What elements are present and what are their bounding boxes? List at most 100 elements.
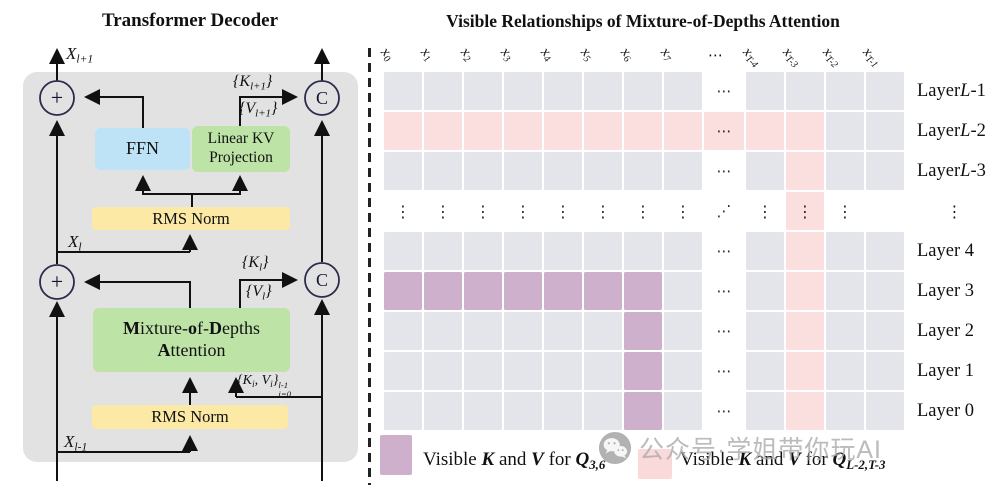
grid-cell: [584, 272, 622, 310]
grid-cell: [384, 112, 422, 150]
ffn-label: FFN: [125, 138, 160, 159]
grid-cell: [464, 272, 502, 310]
ffn-block: FFN: [95, 128, 190, 170]
grid-cell: ⋮: [837, 201, 853, 221]
grid-cell: [504, 112, 542, 150]
grid-cell: [464, 392, 502, 430]
column-header: xT-1: [859, 44, 880, 71]
grid-cell: [786, 392, 824, 430]
grid-cell: [424, 312, 462, 350]
grid-cell: [624, 312, 662, 350]
grid-cell: [866, 232, 904, 270]
residual-add-bottom: [39, 264, 75, 300]
grid-cell: [746, 352, 784, 390]
grid-cell: [424, 352, 462, 390]
grid-cell: [584, 312, 622, 350]
grid-cell: [424, 72, 462, 110]
plus-symbol: +: [51, 85, 63, 110]
grid-cell: [504, 152, 542, 190]
residual-add-top: [39, 80, 75, 116]
grid-cell: [464, 72, 502, 110]
visibility-grid: ⋯ Layer L -1 ⋯ Layer L -2 ⋯ Layer L -3 ⋮ ⋮ ⋮ ⋮ ⋮ ⋮ ⋮ ⋮ ⋰ ⋮…: [384, 72, 1003, 430]
grid-cell: ⋯: [716, 282, 732, 300]
column-header: xT-2: [819, 44, 840, 71]
grid-cell: [384, 392, 422, 430]
grid-cell: [504, 272, 542, 310]
grid-cell: [786, 112, 824, 150]
grid-cell: [664, 392, 702, 430]
grid-cell: [786, 312, 824, 350]
grid-cell: ⋯: [716, 82, 732, 100]
grid-cell: [544, 112, 582, 150]
grid-cell: [786, 72, 824, 110]
k-out-label: {Kl+1}: [233, 73, 273, 93]
layer-label: Layer 0: [917, 400, 975, 421]
column-header: xT-4: [739, 44, 760, 71]
layer-label: Layer L -2: [917, 120, 986, 141]
grid-cell: [544, 352, 582, 390]
grid-cell: [866, 192, 904, 230]
grid-cell: ⋯: [704, 112, 744, 150]
grid-cell: ⋰: [716, 202, 732, 220]
grid-cell: [544, 152, 582, 190]
grid-cell: [544, 232, 582, 270]
grid-cell: [664, 352, 702, 390]
layer-label: Layer 4: [917, 240, 975, 261]
grid-cell: [826, 152, 864, 190]
layer-label: Layer L -1: [917, 80, 986, 101]
grid-cell: [424, 112, 462, 150]
grid-cell: [584, 72, 622, 110]
grid-cell: ⋮: [595, 201, 611, 221]
grid-cell: ⋮: [435, 201, 451, 221]
grid-cell: [786, 152, 824, 190]
grid-cell: [826, 72, 864, 110]
grid-cell: [746, 112, 784, 150]
grid-cell: [746, 392, 784, 430]
grid-cell: [826, 232, 864, 270]
grid-cell: [584, 232, 622, 270]
watermark: 公众号·学姐带你玩AI: [598, 430, 882, 466]
layer-label: Layer 1: [917, 360, 975, 381]
concat-symbol: C: [316, 88, 328, 108]
grid-cell: [664, 312, 702, 350]
grid-cell: [826, 392, 864, 430]
arrow-mod-to-plus: [84, 274, 191, 310]
concat-node-bottom: [304, 262, 340, 298]
column-header: x4: [537, 44, 554, 65]
wechat-icon: [598, 431, 632, 465]
layer-label: ⋮: [946, 201, 963, 221]
grid-cell: [624, 72, 662, 110]
grid-cell: [464, 232, 502, 270]
watermark-text: 公众号·学姐带你玩AI: [639, 436, 882, 464]
column-header: x6: [617, 44, 634, 65]
grid-cell: [786, 272, 824, 310]
right-panel-title: Visible Relationships of Mixture-of-Dept…: [446, 11, 840, 31]
legend-swatch-pink: [638, 449, 672, 479]
grid-cell: [826, 312, 864, 350]
grid-cell: [624, 272, 662, 310]
grid-cell: ⋯: [716, 242, 732, 260]
grid-cell: ⋮: [757, 201, 773, 221]
grid-cell: [746, 232, 784, 270]
grid-cell: ⋮: [515, 201, 531, 221]
rms-norm-top-block: RMS Norm: [92, 207, 290, 230]
grid-cell: [746, 152, 784, 190]
grid-cell: [786, 352, 824, 390]
grid-cell: ⋮: [475, 201, 491, 221]
grid-cell: [464, 312, 502, 350]
grid-cell: [746, 72, 784, 110]
grid-cell: [464, 352, 502, 390]
grid-cell: [664, 152, 702, 190]
k-mid-label: {Kl}: [242, 254, 269, 274]
column-header: x3: [497, 44, 514, 65]
grid-cell: [584, 112, 622, 150]
decoder-wiring: + C + C: [39, 48, 340, 481]
grid-cell: [384, 272, 422, 310]
column-header: x0: [377, 44, 394, 65]
grid-cell: [544, 72, 582, 110]
arrow-ffn-to-plus: [84, 89, 144, 130]
grid-cell: [584, 392, 622, 430]
grid-cell: [384, 352, 422, 390]
column-header: x1: [417, 44, 434, 65]
layer-label: Layer 2: [917, 320, 975, 341]
